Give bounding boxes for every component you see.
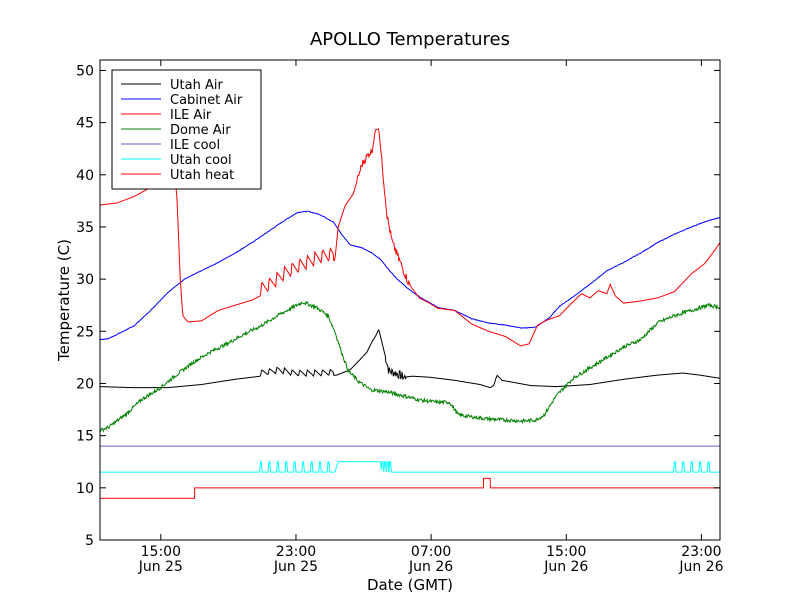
legend-entry: Utah heat <box>170 168 234 183</box>
x-tick-label-date: Jun 26 <box>408 559 453 575</box>
legend-entry: Dome Air <box>170 123 231 138</box>
y-tick-label: 25 <box>76 324 94 340</box>
legend-entry: ILE cool <box>170 138 220 153</box>
series-line-cabinet-air <box>99 210 720 341</box>
x-tick-label-date: Jun 25 <box>138 559 183 575</box>
x-axis-title: Date (GMT) <box>367 576 453 594</box>
y-tick-label: 50 <box>76 63 94 79</box>
y-tick-label: 15 <box>76 429 94 445</box>
x-tick-label-time: 15:00 <box>141 544 181 560</box>
y-tick-label: 20 <box>76 376 94 392</box>
legend-entry: Utah Air <box>170 78 223 93</box>
x-tick-label-time: 07:00 <box>411 544 451 560</box>
series-line-ile-air <box>99 128 721 347</box>
legend-entry: ILE Air <box>170 108 212 123</box>
x-tick-label-date: Jun 26 <box>543 559 588 575</box>
series-line-utah-cool <box>100 461 720 473</box>
y-axis: 5 10 15 20 25 30 35 40 45 50 <box>76 63 720 549</box>
x-tick-label-time: 15:00 <box>546 544 586 560</box>
x-tick-label-date: Jun 25 <box>273 559 318 575</box>
series-line-utah-air <box>99 329 720 389</box>
y-tick-label: 5 <box>85 533 94 549</box>
y-tick-label: 30 <box>76 272 94 288</box>
y-tick-label: 40 <box>76 168 94 184</box>
series-line-dome-air <box>99 300 721 433</box>
series-line-utah-heat <box>100 477 720 499</box>
legend-entry: Cabinet Air <box>170 93 243 108</box>
y-axis-title: Temperature (C) <box>55 239 73 362</box>
y-tick-label: 10 <box>76 481 94 497</box>
plot-frame <box>99 59 721 541</box>
x-tick-label-time: 23:00 <box>276 544 316 560</box>
plot-lines <box>99 128 721 499</box>
x-tick-label-date: Jun 26 <box>678 559 723 575</box>
y-tick-label: 35 <box>76 220 94 236</box>
y-tick-label: 45 <box>76 116 94 132</box>
legend-entry: Utah cool <box>170 153 232 168</box>
x-tick-label-time: 23:00 <box>681 544 721 560</box>
chart-title: APOLLO Temperatures <box>310 29 510 50</box>
